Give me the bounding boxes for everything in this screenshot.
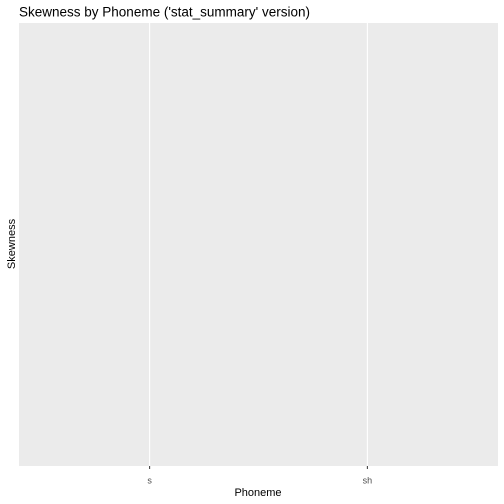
x-tick-label: sh <box>363 475 373 485</box>
y-axis-title: Skewness <box>6 218 18 269</box>
chart-title: Skewness by Phoneme ('stat_summary' vers… <box>19 5 310 20</box>
x-axis-title: Phoneme <box>234 487 281 499</box>
panel <box>19 23 498 466</box>
x-tick-label: s <box>147 475 152 485</box>
